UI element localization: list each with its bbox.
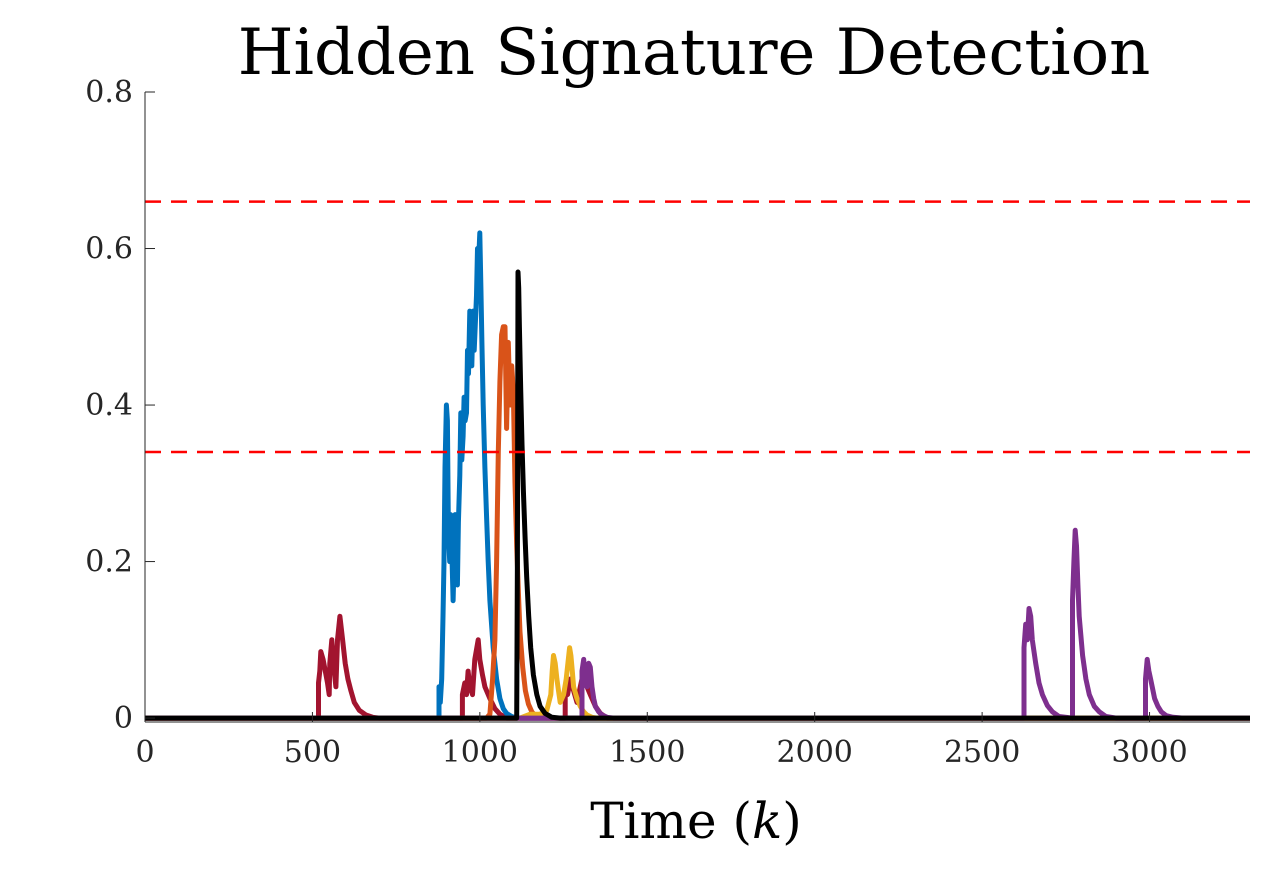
series-line-8: [145, 269, 1250, 721]
y-tick-label: 0.6: [85, 232, 133, 267]
y-tick-label: 0.8: [85, 75, 133, 110]
x-axis-label-prefix: Time (: [590, 792, 752, 850]
series-line-7: [145, 527, 1250, 721]
x-axis-label-suffix: ): [782, 792, 802, 850]
series-line-1: [145, 613, 1250, 721]
series-line-4: [145, 230, 1250, 721]
x-tick-label: 2000: [777, 735, 853, 770]
x-tick-label: 0: [135, 735, 154, 770]
x-tick-label: 2500: [944, 735, 1020, 770]
y-tick-label: 0: [114, 701, 133, 736]
series-layer: [145, 230, 1250, 721]
threshold-layer: [145, 200, 1250, 454]
chart-title: Hidden Signature Detection: [238, 16, 1151, 90]
y-tick-label: 0.2: [85, 545, 133, 580]
y-tick-label: 0.4: [85, 388, 133, 423]
series-line-2: [145, 637, 1250, 721]
axes: 0 500 1000 1500 2000 2500 3000 0 0.2 0.4 0.6 0.8: [85, 75, 1250, 770]
x-axis-label-variable: k: [752, 792, 782, 850]
x-axis-label: Time (k): [590, 792, 802, 850]
x-tick-label: 500: [284, 735, 341, 770]
series-line-5: [145, 324, 1250, 721]
x-tick-label: 1000: [442, 735, 518, 770]
x-tick-label: 1500: [609, 735, 685, 770]
x-tick-label: 3000: [1111, 735, 1187, 770]
